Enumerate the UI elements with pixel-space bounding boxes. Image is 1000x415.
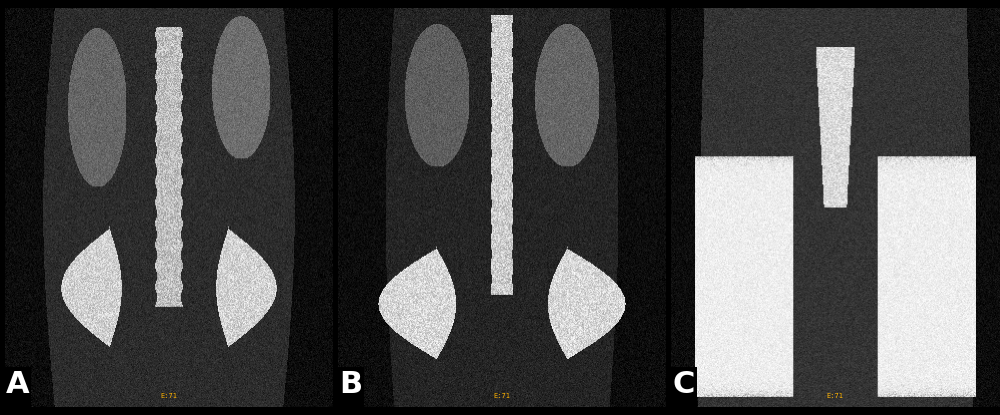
Bar — [338, 367, 364, 407]
Bar — [5, 367, 31, 407]
Text: E:71: E:71 — [494, 393, 511, 399]
Text: B: B — [340, 370, 363, 399]
Text: A: A — [6, 370, 30, 399]
Text: E:71: E:71 — [160, 393, 178, 399]
Text: E:71: E:71 — [826, 393, 844, 399]
Text: C: C — [673, 370, 695, 399]
Bar — [671, 367, 697, 407]
